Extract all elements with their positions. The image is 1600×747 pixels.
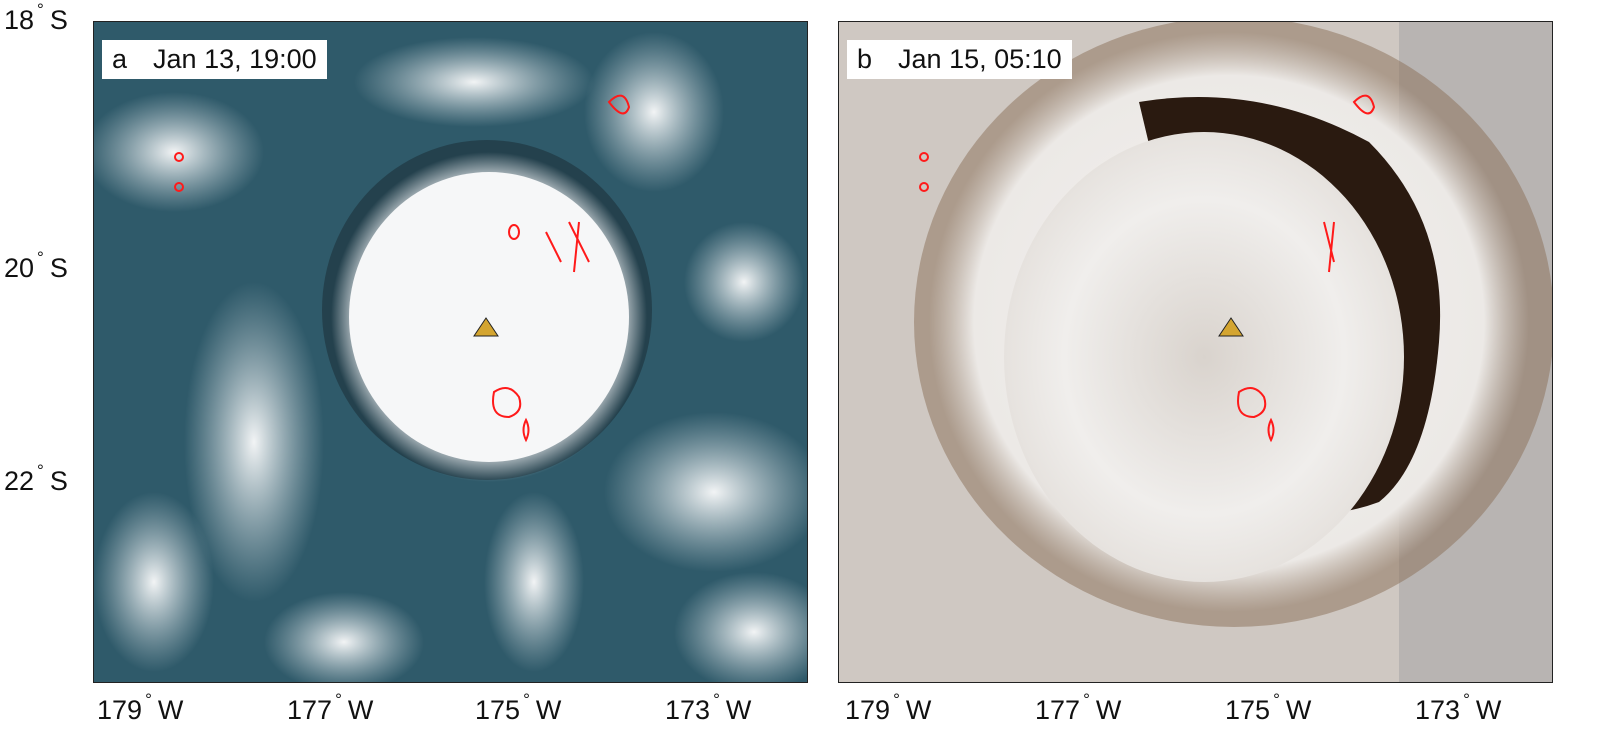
lat-tick-18s: 18 ° S	[4, 0, 68, 35]
panel-a-satellite-image: a Jan 13, 19:00	[93, 21, 808, 683]
lon-tick-173w: 173 ° W	[665, 690, 752, 725]
lon-tick-177w: 177 ° W	[287, 690, 374, 725]
lon-tick-175w: 175 ° W	[475, 690, 562, 725]
lon-tick-175w: 175 ° W	[1225, 690, 1312, 725]
lon-tick-173w: 173 ° W	[1415, 690, 1502, 725]
contours-b	[919, 94, 1376, 443]
panel-b-satellite-image: b Jan 15, 05:10	[838, 21, 1553, 683]
panel-label-a: a Jan 13, 19:00	[102, 40, 327, 79]
satellite-image-b	[839, 22, 1552, 682]
lat-tick-20s: 20 ° S	[4, 248, 68, 283]
timestamp: Jan 15, 05:10	[898, 44, 1062, 74]
contours-a	[174, 94, 631, 443]
lon-tick-177w: 177 ° W	[1035, 690, 1122, 725]
lon-tick-179w: 179 ° W	[97, 690, 184, 725]
panel-label-b: b Jan 15, 05:10	[847, 40, 1072, 79]
volcano-triangle-icon	[1218, 317, 1244, 337]
lat-tick-22s: 22 ° S	[4, 461, 68, 496]
lon-tick-179w: 179 ° W	[845, 690, 932, 725]
timestamp: Jan 13, 19:00	[153, 44, 317, 74]
satellite-image-a	[94, 22, 807, 682]
volcano-triangle-icon	[473, 317, 499, 337]
